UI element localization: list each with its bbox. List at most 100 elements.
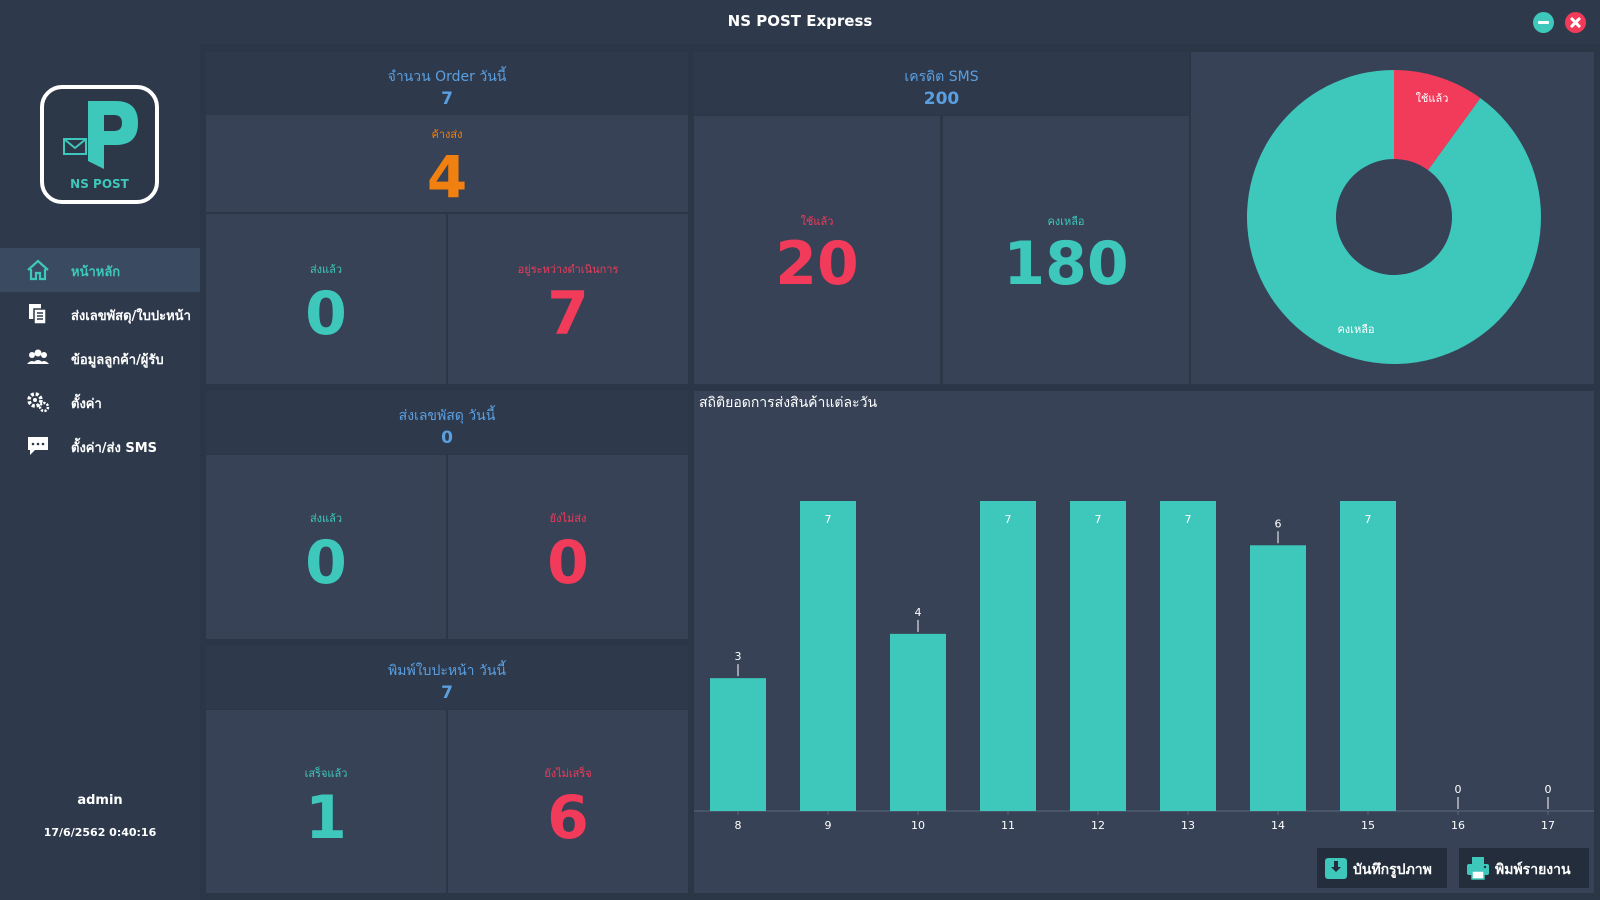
nav-label: ตั้งค่า/ส่ง SMS [71, 441, 158, 456]
x-tick-label: 17 [1541, 819, 1555, 832]
x-tick-label: 9 [825, 819, 832, 832]
save-image-button[interactable]: บันทึกรูปภาพ [1317, 848, 1447, 888]
logo-text: NS POST [70, 177, 129, 191]
bar-11 [980, 501, 1036, 811]
sms-used-label: ใช้แล้ว [800, 215, 834, 228]
document-icon [29, 304, 47, 325]
print-done-value: 1 [305, 783, 347, 853]
app-logo: NS POST [40, 85, 159, 204]
pie-label: ใช้แล้ว [1416, 92, 1449, 105]
daily-bar-chart: 3 8 7 9 4 10 7 11 7 12 7 13 6 14 7 15 0 16 0 17 [694, 501, 1594, 832]
bar-13 [1160, 501, 1216, 811]
print-notdone-value: 6 [547, 783, 589, 853]
printer-icon [1467, 857, 1489, 880]
x-tick-label: 16 [1451, 819, 1465, 832]
save-image-label: บันทึกรูปภาพ [1353, 862, 1432, 878]
x-tick-label: 10 [911, 819, 925, 832]
pending-value: 4 [426, 143, 468, 211]
tracking-notsent-label: ยังไม่ส่ง [549, 512, 587, 525]
home-icon [27, 259, 49, 281]
sms-used-value: 20 [775, 229, 859, 299]
datetime: 17/6/2562 0:40:16 [43, 826, 157, 839]
bar-15 [1340, 501, 1396, 811]
sms-used-cell: ใช้แล้ว 20 [694, 116, 940, 384]
sms-remaining-cell: คงเหลือ 180 [943, 116, 1189, 384]
sidebar: NS POST หน้าหลัก ส่งเลขพัสดุ/ใบปะหน้า ข้… [0, 44, 200, 900]
data-label: 7 [1365, 513, 1372, 526]
tracking-sent-value: 0 [305, 528, 347, 598]
sms-panel: เครดิต SMS 200 ใช้แล้ว 20 คงเหลือ 180 ใช… [694, 52, 1594, 384]
minimize-button[interactable] [1533, 12, 1554, 33]
tracking-sent-label: ส่งแล้ว [309, 512, 343, 525]
daily-stats-panel: 3 8 7 9 4 10 7 11 7 12 7 13 6 14 7 15 0 16 0 17 [694, 391, 1594, 893]
data-label: 6 [1275, 517, 1282, 530]
tracking-title: ส่งเลขพัสดุ วันนี้ [398, 408, 496, 424]
nav-label: ตั้งค่า [71, 397, 102, 412]
print-done-label: เสร็จแล้ว [304, 767, 348, 780]
orders-panel: จำนวน Order วันนี้ 7 ค้างส่ง 4 ส่งแล้ว 0… [206, 52, 688, 384]
nav-label: ส่งเลขพัสดุ/ใบปะหน้า [71, 309, 191, 324]
bar-10 [890, 633, 946, 811]
sms-remaining-value: 180 [1003, 229, 1129, 299]
x-tick-label: 12 [1091, 819, 1105, 832]
orders-title: จำนวน Order วันนี้ [387, 69, 507, 85]
nav-label: ข้อมูลลูกค้า/ผู้รับ [71, 353, 164, 368]
data-label: 7 [1005, 513, 1012, 526]
nav-item-settings[interactable]: ตั้งค่า [0, 380, 200, 424]
x-tick-label: 11 [1001, 819, 1015, 832]
pie-slice-1 [1247, 69, 1541, 364]
sms-remaining-label: คงเหลือ [1047, 215, 1085, 228]
nav-item-customers[interactable]: ข้อมูลลูกค้า/ผู้รับ [0, 336, 200, 380]
data-label: 4 [915, 606, 922, 619]
bar-12 [1070, 501, 1126, 811]
print-report-label: พิมพ์รายงาน [1495, 862, 1571, 878]
print-done-cell: เสร็จแล้ว 1 [206, 710, 446, 893]
sent-value: 0 [305, 279, 347, 349]
print-report-button[interactable]: พิมพ์รายงาน [1459, 848, 1589, 888]
print-labels-header: พิมพ์ใบปะหน้า วันนี้ 7 [206, 646, 688, 709]
print-labels-panel: พิมพ์ใบปะหน้า วันนี้ 7 เสร็จแล้ว 1 ยังไม… [206, 646, 688, 893]
data-label: 7 [1185, 513, 1192, 526]
nav-label: หน้าหลัก [71, 265, 121, 280]
bar-14 [1250, 545, 1306, 811]
pie-label: คงเหลือ [1337, 323, 1374, 336]
nav-item-sms[interactable]: ตั้งค่า/ส่ง SMS [0, 424, 200, 468]
bar-9 [800, 501, 856, 811]
orders-header: จำนวน Order วันนี้ 7 [206, 52, 688, 115]
tracking-panel: ส่งเลขพัสดุ วันนี้ 0 ส่งแล้ว 0 ยังไม่ส่ง… [206, 391, 688, 639]
orders-pending-cell: ค้างส่ง 4 [206, 115, 688, 212]
chat-icon [28, 437, 48, 455]
data-label: 7 [825, 513, 832, 526]
pending-label: ค้างส่ง [431, 128, 463, 141]
tracking-total: 0 [441, 428, 453, 448]
tracking-notsent-cell: ยังไม่ส่ง 0 [448, 455, 688, 639]
window-title: NS POST Express [727, 12, 873, 30]
sent-label: ส่งแล้ว [309, 263, 343, 276]
data-label: 7 [1095, 513, 1102, 526]
bar-8 [710, 678, 766, 811]
gears-icon [27, 392, 50, 413]
print-notdone-label: ยังไม่เสร็จ [544, 767, 592, 780]
orders-inprogress-cell: อยู่ระหว่างดำเนินการ 7 [448, 214, 688, 384]
close-button[interactable] [1565, 12, 1586, 33]
orders-sent-cell: ส่งแล้ว 0 [206, 214, 446, 384]
sms-title: เครดิต SMS [904, 69, 979, 85]
x-tick-label: 8 [735, 819, 742, 832]
pie-slice-0 [1394, 70, 1481, 171]
chart-title: สถิติยอดการส่งสินค้าแต่ละวัน [699, 395, 878, 411]
sms-total: 200 [923, 89, 960, 109]
sms-header: เครดิต SMS 200 [694, 52, 1189, 115]
inprogress-value: 7 [547, 279, 589, 349]
x-tick-label: 13 [1181, 819, 1195, 832]
tracking-notsent-value: 0 [547, 528, 589, 598]
nav-item-tracking[interactable]: ส่งเลขพัสดุ/ใบปะหน้า [0, 292, 200, 336]
data-label: 0 [1545, 783, 1552, 796]
nav-item-home[interactable]: หน้าหลัก [0, 248, 200, 292]
tracking-sent-cell: ส่งแล้ว 0 [206, 455, 446, 639]
x-tick-label: 15 [1361, 819, 1375, 832]
save-image-icon [1325, 858, 1347, 879]
sms-pie-area: ใช้แล้วคงเหลือ [1191, 52, 1594, 384]
print-labels-total: 7 [441, 683, 453, 703]
orders-total: 7 [441, 89, 453, 109]
